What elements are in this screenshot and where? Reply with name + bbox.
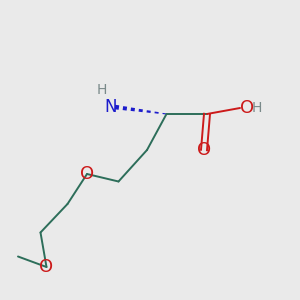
Text: O: O <box>240 99 254 117</box>
Text: O: O <box>39 258 54 276</box>
Text: H: H <box>251 101 262 115</box>
Text: N: N <box>105 98 117 116</box>
Text: H: H <box>97 83 107 97</box>
Text: O: O <box>80 165 94 183</box>
Text: O: O <box>197 141 211 159</box>
